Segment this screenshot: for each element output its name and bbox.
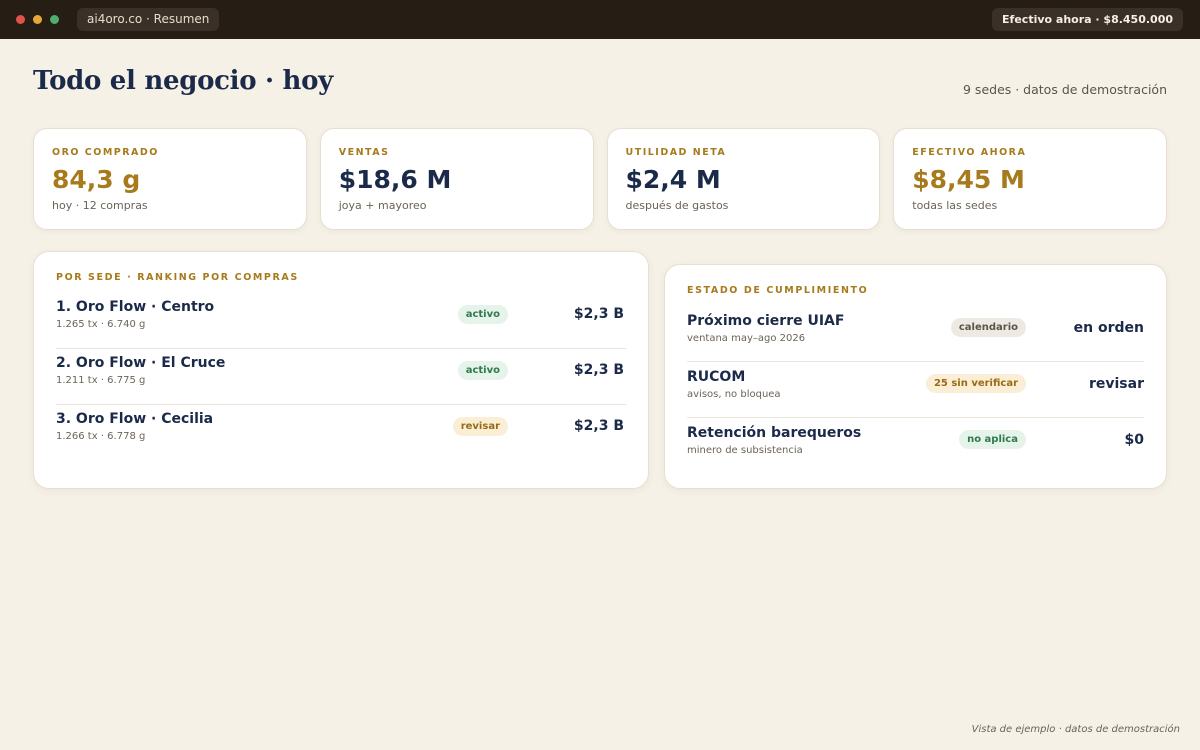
browser-tab-title[interactable]: ai4oro.co · Resumen <box>77 8 220 31</box>
window-titlebar: ai4oro.co · Resumen Efectivo ahora · $8.… <box>0 0 1200 39</box>
compliance-item-name: Próximo cierre UIAF <box>687 313 845 329</box>
branch-ranking-list: 1. Oro Flow · Centro 1.265 tx · 6.740 g … <box>56 293 626 461</box>
kpi-caption: todas las sedes <box>912 199 998 212</box>
branch-meta: 1.265 tx · 6.740 g <box>56 319 146 330</box>
status-badge: 25 sin verificar <box>925 374 1026 393</box>
branch-row[interactable]: 1. Oro Flow · Centro 1.265 tx · 6.740 g … <box>56 293 626 349</box>
panel-heading: ESTADO DE CUMPLIMIENTO <box>687 285 869 296</box>
kpi-caption: hoy · 12 compras <box>52 199 148 212</box>
compliance-item-name: Retención barequeros <box>687 425 862 441</box>
kpi-label: ORO COMPRADO <box>52 147 159 158</box>
kpi-label: UTILIDAD NETA <box>625 147 727 158</box>
status-badge: activo <box>457 361 508 380</box>
compliance-item-meta: avisos, no bloquea <box>687 389 781 400</box>
page-title: Todo el negocio · hoy <box>33 66 333 96</box>
status-badge: activo <box>457 305 508 324</box>
branch-amount: $2,3 B <box>573 362 624 378</box>
compliance-item-value: en orden <box>1073 320 1144 336</box>
kpi-card-cash-now: EFECTIVO AHORA $8,45 M todas las sedes <box>893 128 1167 230</box>
kpi-cards: ORO COMPRADO 84,3 g hoy · 12 compras VEN… <box>33 128 1167 230</box>
branch-name: 3. Oro Flow · Cecilia <box>56 411 214 427</box>
kpi-value: $2,4 M <box>625 165 721 194</box>
minimize-window-button[interactable] <box>33 15 42 24</box>
compliance-list: Próximo cierre UIAF ventana may–ago 2026… <box>687 306 1144 474</box>
compliance-panel: ESTADO DE CUMPLIMIENTO Próximo cierre UI… <box>664 264 1167 489</box>
close-window-button[interactable] <box>16 15 25 24</box>
compliance-item-value: $0 <box>1124 432 1144 448</box>
compliance-row-retention[interactable]: Retención barequeros minero de subsisten… <box>687 418 1144 474</box>
window-controls <box>16 15 59 24</box>
compliance-row-uiaf[interactable]: Próximo cierre UIAF ventana may–ago 2026… <box>687 306 1144 362</box>
branch-meta: 1.211 tx · 6.775 g <box>56 375 146 386</box>
kpi-card-gold-bought: ORO COMPRADO 84,3 g hoy · 12 compras <box>33 128 307 230</box>
kpi-label: EFECTIVO AHORA <box>912 147 1027 158</box>
branch-amount: $2,3 B <box>573 418 624 434</box>
branch-name: 1. Oro Flow · Centro <box>56 299 215 315</box>
branch-row[interactable]: 3. Oro Flow · Cecilia 1.266 tx · 6.778 g… <box>56 405 626 461</box>
compliance-item-meta: minero de subsistencia <box>687 445 803 456</box>
branch-row[interactable]: 2. Oro Flow · El Cruce 1.211 tx · 6.775 … <box>56 349 626 405</box>
panel-heading: POR SEDE · RANKING POR COMPRAS <box>56 272 299 283</box>
kpi-label: VENTAS <box>338 147 390 158</box>
branch-name: 2. Oro Flow · El Cruce <box>56 355 226 371</box>
status-badge: calendario <box>950 318 1026 337</box>
compliance-item-value: revisar <box>1088 376 1144 392</box>
kpi-caption: joya + mayoreo <box>338 199 427 212</box>
kpi-value: $8,45 M <box>912 165 1025 194</box>
page-subtitle: 9 sedes · datos de demostración <box>963 82 1167 97</box>
cash-now-pill: Efectivo ahora · $8.450.000 <box>992 8 1183 31</box>
status-badge: revisar <box>452 417 508 436</box>
kpi-caption: después de gastos <box>625 199 729 212</box>
branch-amount: $2,3 B <box>573 306 624 322</box>
compliance-item-meta: ventana may–ago 2026 <box>687 333 806 344</box>
kpi-card-sales: VENTAS $18,6 M joya + mayoreo <box>319 128 594 230</box>
demo-footnote: Vista de ejemplo · datos de demostración <box>971 724 1180 735</box>
compliance-item-name: RUCOM <box>687 369 746 385</box>
branch-meta: 1.266 tx · 6.778 g <box>56 431 146 442</box>
status-badge: no aplica <box>959 430 1026 449</box>
kpi-card-net-profit: UTILIDAD NETA $2,4 M después de gastos <box>606 128 881 230</box>
kpi-value: $18,6 M <box>338 165 452 194</box>
branch-ranking-panel: POR SEDE · RANKING POR COMPRAS 1. Oro Fl… <box>33 251 649 489</box>
kpi-value: 84,3 g <box>52 165 141 194</box>
compliance-row-rucom[interactable]: RUCOM avisos, no bloquea 25 sin verifica… <box>687 362 1144 418</box>
maximize-window-button[interactable] <box>50 15 59 24</box>
